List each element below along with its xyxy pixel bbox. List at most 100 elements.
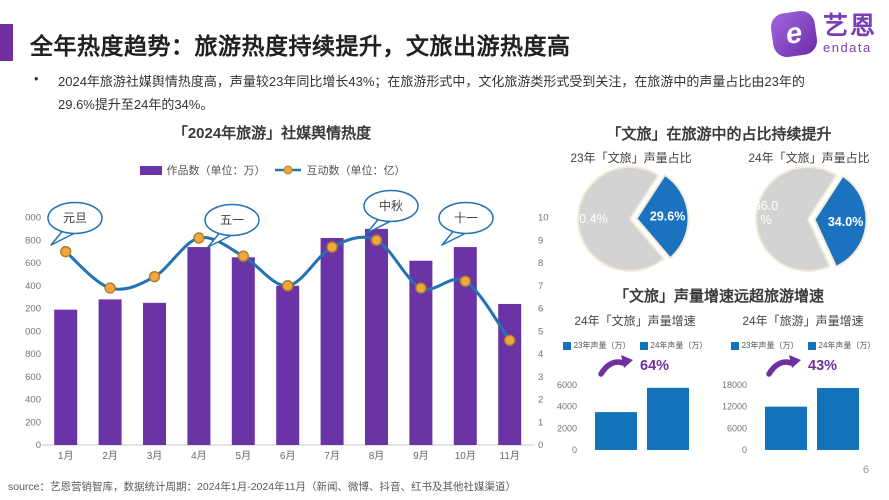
svg-text:五一: 五一 bbox=[220, 213, 244, 227]
growth-bar-chart-2: 0 6000 12000 18000 bbox=[723, 380, 859, 455]
svg-text:11月: 11月 bbox=[500, 450, 520, 462]
svg-text:0: 0 bbox=[36, 440, 41, 451]
svg-text:10月: 10月 bbox=[455, 450, 476, 462]
legend-label-24: 24年声量（万） bbox=[650, 341, 708, 350]
pie-chart-23: 70.4% 29.6% bbox=[572, 166, 690, 272]
svg-text:6月: 6月 bbox=[280, 450, 296, 462]
svg-text:6: 6 bbox=[538, 304, 543, 315]
svg-text:1400: 1400 bbox=[25, 281, 41, 292]
bar-swatch-icon bbox=[562, 341, 571, 350]
svg-text:18000: 18000 bbox=[723, 380, 747, 390]
bullet-marker: • bbox=[34, 71, 39, 86]
svg-text:2000: 2000 bbox=[557, 423, 577, 433]
svg-text:1600: 1600 bbox=[25, 258, 41, 269]
pie-chart-24: 66.0% 34.0% bbox=[754, 166, 868, 272]
svg-text:9: 9 bbox=[538, 235, 543, 246]
svg-text:400: 400 bbox=[25, 395, 41, 406]
logo-text: 艺恩 endata bbox=[822, 12, 877, 55]
growth-flag-1: 64% bbox=[597, 355, 669, 377]
growth-flag-2: 43% bbox=[765, 355, 837, 377]
svg-text:6000: 6000 bbox=[727, 423, 747, 433]
growth-chart-1-title: 24年「文旅」声量增速 bbox=[574, 314, 696, 328]
svg-text:1200: 1200 bbox=[25, 304, 41, 315]
growth-chart-2-legend: 23年声量（万） 24年声量（万） bbox=[723, 340, 883, 351]
svg-text:200: 200 bbox=[25, 417, 41, 428]
logo-brand-en: endata bbox=[822, 40, 872, 55]
endata-logo: e 艺恩 endata bbox=[769, 9, 877, 59]
svg-text:0: 0 bbox=[538, 440, 543, 451]
svg-text:2000: 2000 bbox=[25, 213, 41, 224]
svg-text:1000: 1000 bbox=[25, 326, 41, 337]
svg-text:8月: 8月 bbox=[369, 450, 385, 462]
legend-label-23: 23年声量（万） bbox=[741, 341, 799, 350]
bar-swatch-icon bbox=[730, 341, 739, 350]
endata-logo-icon: e bbox=[769, 9, 819, 59]
main-chart-title: 「2024年旅游」社媒舆情热度 bbox=[172, 125, 372, 142]
line-series-swatch-icon bbox=[274, 165, 301, 175]
svg-text:0: 0 bbox=[742, 445, 747, 455]
source-note: source：艺恩营销智库，数据统计周期：2024年1月-2024年11月（新闻… bbox=[8, 481, 516, 493]
svg-text:十一: 十一 bbox=[454, 211, 478, 225]
svg-text:66.0%: 66.0% bbox=[754, 199, 778, 227]
legend-item-24: 24年声量（万） bbox=[807, 340, 876, 351]
svg-text:9月: 9月 bbox=[413, 450, 429, 462]
main-chart-legend: 作品数（单位：万） 互动数（单位：亿） bbox=[0, 162, 545, 178]
logo-brand-cn: 艺恩 bbox=[822, 12, 877, 40]
title-accent-bar bbox=[0, 24, 13, 61]
svg-text:中秋: 中秋 bbox=[379, 198, 403, 213]
svg-text:6000: 6000 bbox=[557, 380, 577, 390]
svg-text:7月: 7月 bbox=[324, 450, 340, 462]
social-heat-combo-chart: 0 200 400 600 800 1000 1200 1400 1600 1800 2000 0 1 2… bbox=[25, 189, 549, 462]
growth-percent-1: 64% bbox=[640, 358, 670, 374]
svg-text:600: 600 bbox=[25, 372, 41, 383]
legend-label-24: 24年声量（万） bbox=[818, 341, 876, 350]
svg-text:34.0%: 34.0% bbox=[828, 215, 863, 229]
svg-text:7: 7 bbox=[538, 281, 543, 292]
legend-label-23: 23年声量（万） bbox=[573, 341, 631, 350]
pies-section-title: 「文旅」在旅游中的占比持续提升 bbox=[606, 126, 832, 143]
svg-text:2月: 2月 bbox=[102, 450, 118, 462]
svg-text:4: 4 bbox=[538, 349, 543, 360]
svg-text:3: 3 bbox=[538, 372, 543, 383]
legend-item-24: 24年声量（万） bbox=[639, 340, 708, 351]
svg-text:元旦: 元旦 bbox=[63, 211, 87, 225]
legend-item-bars: 作品数（单位：万） bbox=[139, 162, 266, 178]
svg-text:1: 1 bbox=[538, 417, 543, 428]
svg-text:3月: 3月 bbox=[147, 450, 163, 462]
growth-chart-2-title: 24年「旅游」声量增速 bbox=[742, 314, 864, 328]
svg-text:70.4%: 70.4% bbox=[572, 212, 607, 226]
svg-text:800: 800 bbox=[25, 349, 41, 360]
page-number: 6 bbox=[862, 464, 869, 476]
pie-24-title: 24年「文旅」声量占比 bbox=[748, 151, 870, 165]
svg-text:2: 2 bbox=[538, 395, 543, 406]
bar-swatch-icon bbox=[639, 341, 648, 350]
growth-bar-chart-1: 0 2000 4000 6000 bbox=[557, 380, 689, 455]
growth-chart-1-legend: 23年声量（万） 24年声量（万） bbox=[555, 340, 715, 351]
growth-section-title: 「文旅」声量增速远超旅游增速 bbox=[613, 288, 824, 305]
svg-text:8: 8 bbox=[538, 258, 543, 269]
svg-text:1月: 1月 bbox=[58, 450, 74, 462]
svg-text:4000: 4000 bbox=[557, 402, 577, 412]
growth-arrow-icon bbox=[598, 355, 633, 377]
pie-23-title: 23年「文旅」声量占比 bbox=[570, 151, 692, 165]
svg-text:10: 10 bbox=[538, 213, 549, 224]
legend-label-line: 互动数（单位：亿） bbox=[306, 165, 406, 177]
growth-percent-2: 43% bbox=[808, 358, 838, 374]
svg-text:12000: 12000 bbox=[723, 402, 747, 412]
svg-text:0: 0 bbox=[572, 445, 577, 455]
bar-swatch-icon bbox=[807, 341, 816, 350]
svg-text:5: 5 bbox=[538, 326, 543, 337]
key-message: 2024年旅游社媒舆情热度高，声量较23年同比增长43%；在旅游形式中，文化旅游… bbox=[58, 74, 805, 112]
legend-item-23: 23年声量（万） bbox=[730, 340, 799, 351]
growth-arrow-icon bbox=[766, 355, 801, 377]
bar-series-swatch-icon bbox=[139, 165, 162, 175]
svg-text:5月: 5月 bbox=[236, 450, 252, 462]
svg-text:1800: 1800 bbox=[25, 235, 41, 246]
svg-text:4月: 4月 bbox=[191, 450, 207, 462]
svg-text:29.6%: 29.6% bbox=[650, 210, 685, 224]
legend-item-line: 互动数（单位：亿） bbox=[274, 162, 406, 178]
page-title: 全年热度趋势：旅游热度持续提升，文旅出游热度高 bbox=[30, 33, 571, 59]
legend-item-23: 23年声量（万） bbox=[562, 340, 631, 351]
legend-label-bars: 作品数（单位：万） bbox=[166, 165, 266, 177]
